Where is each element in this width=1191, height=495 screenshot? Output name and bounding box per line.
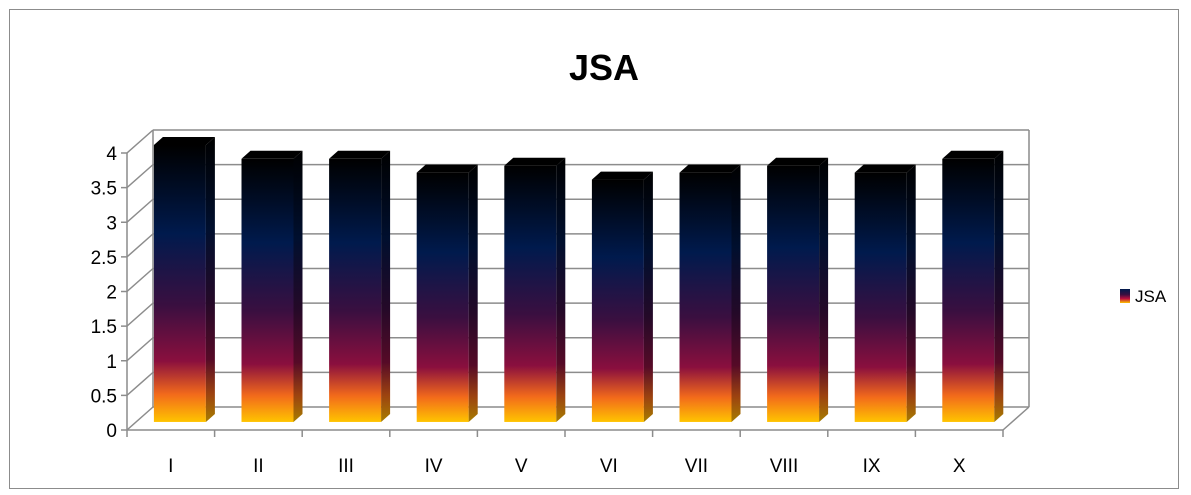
x-tick-label: VI — [600, 456, 618, 477]
y-tick-label: 2.5 — [91, 248, 117, 269]
floor-right-edge — [1003, 407, 1029, 430]
bar-top — [855, 165, 916, 173]
bar-top — [504, 158, 565, 166]
bar-front — [680, 173, 732, 422]
bar-side — [206, 137, 215, 422]
gridline-side — [127, 269, 153, 292]
bar-side — [732, 165, 741, 422]
bar-top — [329, 151, 390, 159]
bar — [504, 158, 565, 422]
bar-top — [767, 158, 828, 166]
x-tick-label: I — [168, 456, 173, 477]
gridline-side — [127, 372, 153, 395]
x-tick-label: II — [253, 456, 264, 477]
x-tick-label: VIII — [770, 456, 799, 477]
gridline-side — [127, 303, 153, 326]
gridline-side — [127, 130, 153, 153]
gridline-side — [127, 407, 153, 430]
bar-side — [556, 158, 565, 422]
bar — [242, 151, 303, 422]
bar — [855, 165, 916, 422]
bar-front — [242, 159, 294, 422]
x-tick-label: IV — [425, 456, 443, 477]
bar-side — [381, 151, 390, 422]
gridline-side — [127, 234, 153, 257]
y-axis-ticks: 0 0.5 1 1.5 2 2.5 3 3.5 4 — [91, 144, 127, 442]
bar-side — [994, 151, 1003, 422]
bar-top — [154, 137, 215, 145]
x-axis-ticks: I II III IV V VI VII VIII IX X — [127, 430, 1003, 477]
bar — [592, 172, 653, 422]
bar-top — [242, 151, 303, 159]
y-tick-label: 0.5 — [91, 386, 117, 407]
bar — [329, 151, 390, 422]
bar — [767, 158, 828, 422]
bar-side — [907, 165, 916, 422]
bars — [154, 137, 1003, 422]
bar-front — [855, 173, 907, 422]
bar-side — [644, 172, 653, 422]
x-tick-label: III — [338, 456, 354, 477]
bar — [417, 165, 478, 422]
bar-front — [504, 166, 556, 422]
gridline-side — [127, 199, 153, 222]
bar — [154, 137, 215, 422]
legend-swatch — [1120, 289, 1130, 303]
y-tick-label: 3.5 — [91, 179, 117, 200]
bar-top — [942, 151, 1003, 159]
y-tick-label: 3 — [106, 213, 117, 234]
x-tick-label: V — [515, 456, 528, 477]
legend-label: JSA — [1135, 287, 1167, 306]
bar-top — [680, 165, 741, 173]
bar-front — [942, 159, 994, 422]
y-tick-label: 1.5 — [91, 317, 117, 338]
bar-top — [592, 172, 653, 180]
y-tick-label: 0 — [106, 421, 117, 442]
bar-side — [294, 151, 303, 422]
bar-front — [767, 166, 819, 422]
bar — [680, 165, 741, 422]
x-tick-label: IX — [863, 456, 881, 477]
x-tick-label: X — [953, 456, 966, 477]
bar-front — [154, 145, 206, 422]
chart-title: JSA — [569, 47, 639, 88]
y-tick-label: 2 — [106, 283, 117, 304]
bar-front — [329, 159, 381, 422]
y-tick-label: 1 — [106, 352, 117, 373]
y-tick-label: 4 — [106, 144, 117, 165]
bar-front — [417, 173, 469, 422]
bar-front — [592, 180, 644, 422]
bar — [942, 151, 1003, 422]
bar-side — [469, 165, 478, 422]
legend: JSA — [1120, 287, 1167, 306]
gridline-side — [127, 165, 153, 188]
bar-side — [819, 158, 828, 422]
x-tick-label: VII — [685, 456, 708, 477]
gridline-side — [127, 338, 153, 361]
bar-top — [417, 165, 478, 173]
